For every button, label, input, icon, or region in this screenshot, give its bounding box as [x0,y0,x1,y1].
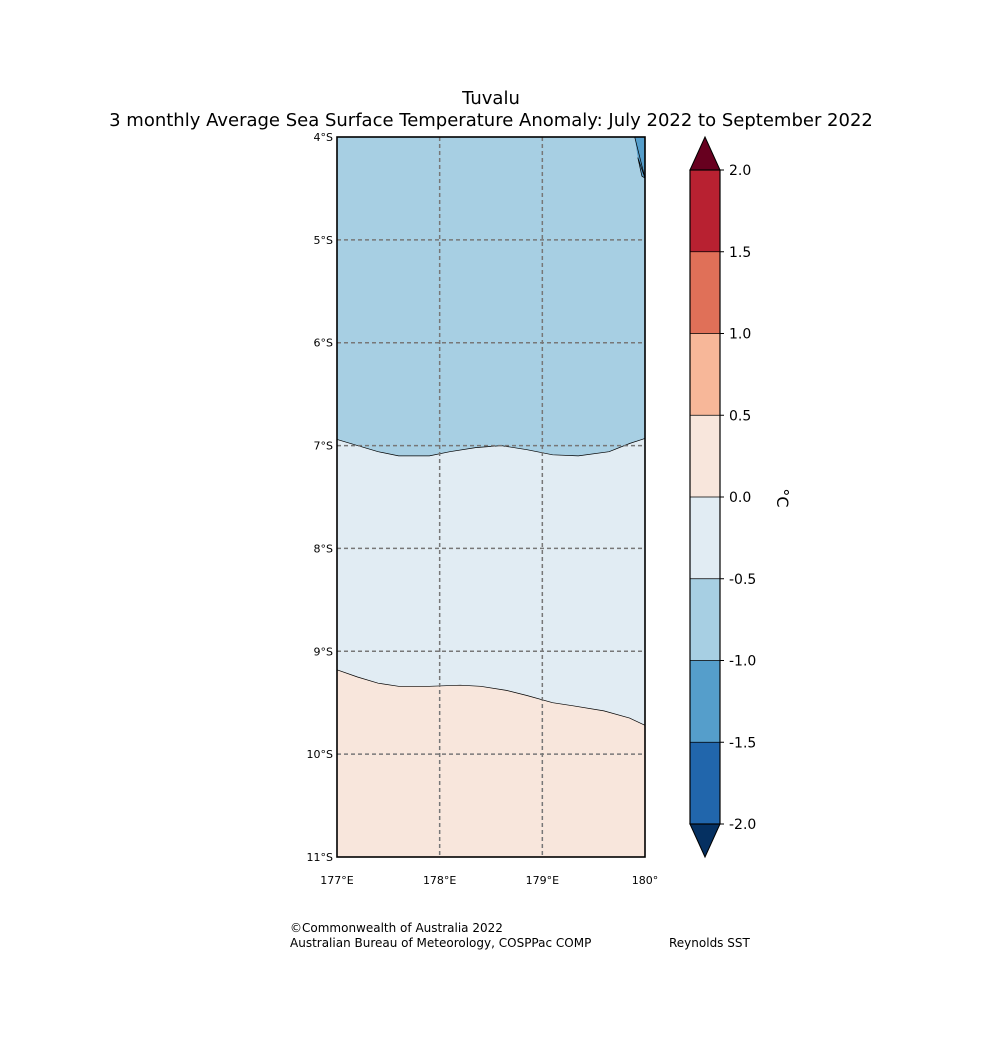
latitude-tick-label: 4°S [314,131,333,144]
colorbar-tick-label: -1.5 [729,735,756,751]
longitude-tick-label: 178°E [423,874,456,887]
latitude-axis: 4°S 5°S 6°S 7°S 8°S 9°S 10°S 11°S [307,131,333,864]
colorbar-unit-label: °C [773,488,792,507]
copyright-text: ©Commonwealth of Australia 2022 [290,921,503,935]
map-frame [336,136,646,858]
colorbar-segment [690,251,720,334]
latitude-tick-label: 7°S [314,440,333,453]
colorbar-over-triangle [689,135,721,171]
contour-line-zero [336,669,646,726]
latitude-tick-label: 6°S [314,337,333,350]
latitude-tick-label: 8°S [314,542,333,555]
map-fill-layer [337,137,645,857]
colorbar-tick-label: 1.0 [729,327,751,343]
colorbar-tick-label: -0.5 [729,572,756,588]
colorbar-segment [690,578,720,661]
latitude-tick-label: 5°S [314,234,333,247]
colorbar: -2.0 -1.5 -1.0 -0.5 0.0 0.5 1.0 1.5 2.0 [689,135,756,859]
colorbar-segment [690,660,720,743]
latitude-tick-label: 10°S [307,748,333,761]
longitude-tick-label: 179°E [526,874,559,887]
colorbar-tick-label: 2.0 [729,163,751,179]
attribution-text: Australian Bureau of Meteorology, COSPPa… [290,936,592,950]
latitude-tick-label: 9°S [314,645,333,658]
contour-line-minus-0-5 [336,438,646,457]
colorbar-segment [690,333,720,416]
colorbar-tick-label: 1.5 [729,245,751,261]
colorbar-tick-label: 0.0 [729,490,751,506]
longitude-axis: 177°E 178°E 179°E 180° [320,874,658,887]
anomaly-zone-negative [337,137,645,456]
map-title-subtitle: 3 monthly Average Sea Surface Temperatur… [109,110,873,131]
colorbar-segment [690,415,720,497]
colorbar-tick-label: -1.0 [729,654,756,670]
colorbar-segment [690,742,720,824]
map-title-region: Tuvalu [462,88,520,109]
colorbar-segment [690,497,720,579]
longitude-tick-label: 180° [632,874,659,887]
colorbar-segment [690,170,720,252]
contour-line-cold-patch [634,136,646,179]
latitude-tick-label: 11°S [307,851,333,864]
colorbar-tick-label: 0.5 [729,408,751,424]
longitude-tick-label: 177°E [320,874,353,887]
colorbar-tick-label: -2.0 [729,817,756,833]
map-gridlines [337,137,645,857]
colorbar-under-triangle [689,823,721,859]
product-label: Reynolds SST [669,936,750,950]
contour-lines [336,136,646,726]
